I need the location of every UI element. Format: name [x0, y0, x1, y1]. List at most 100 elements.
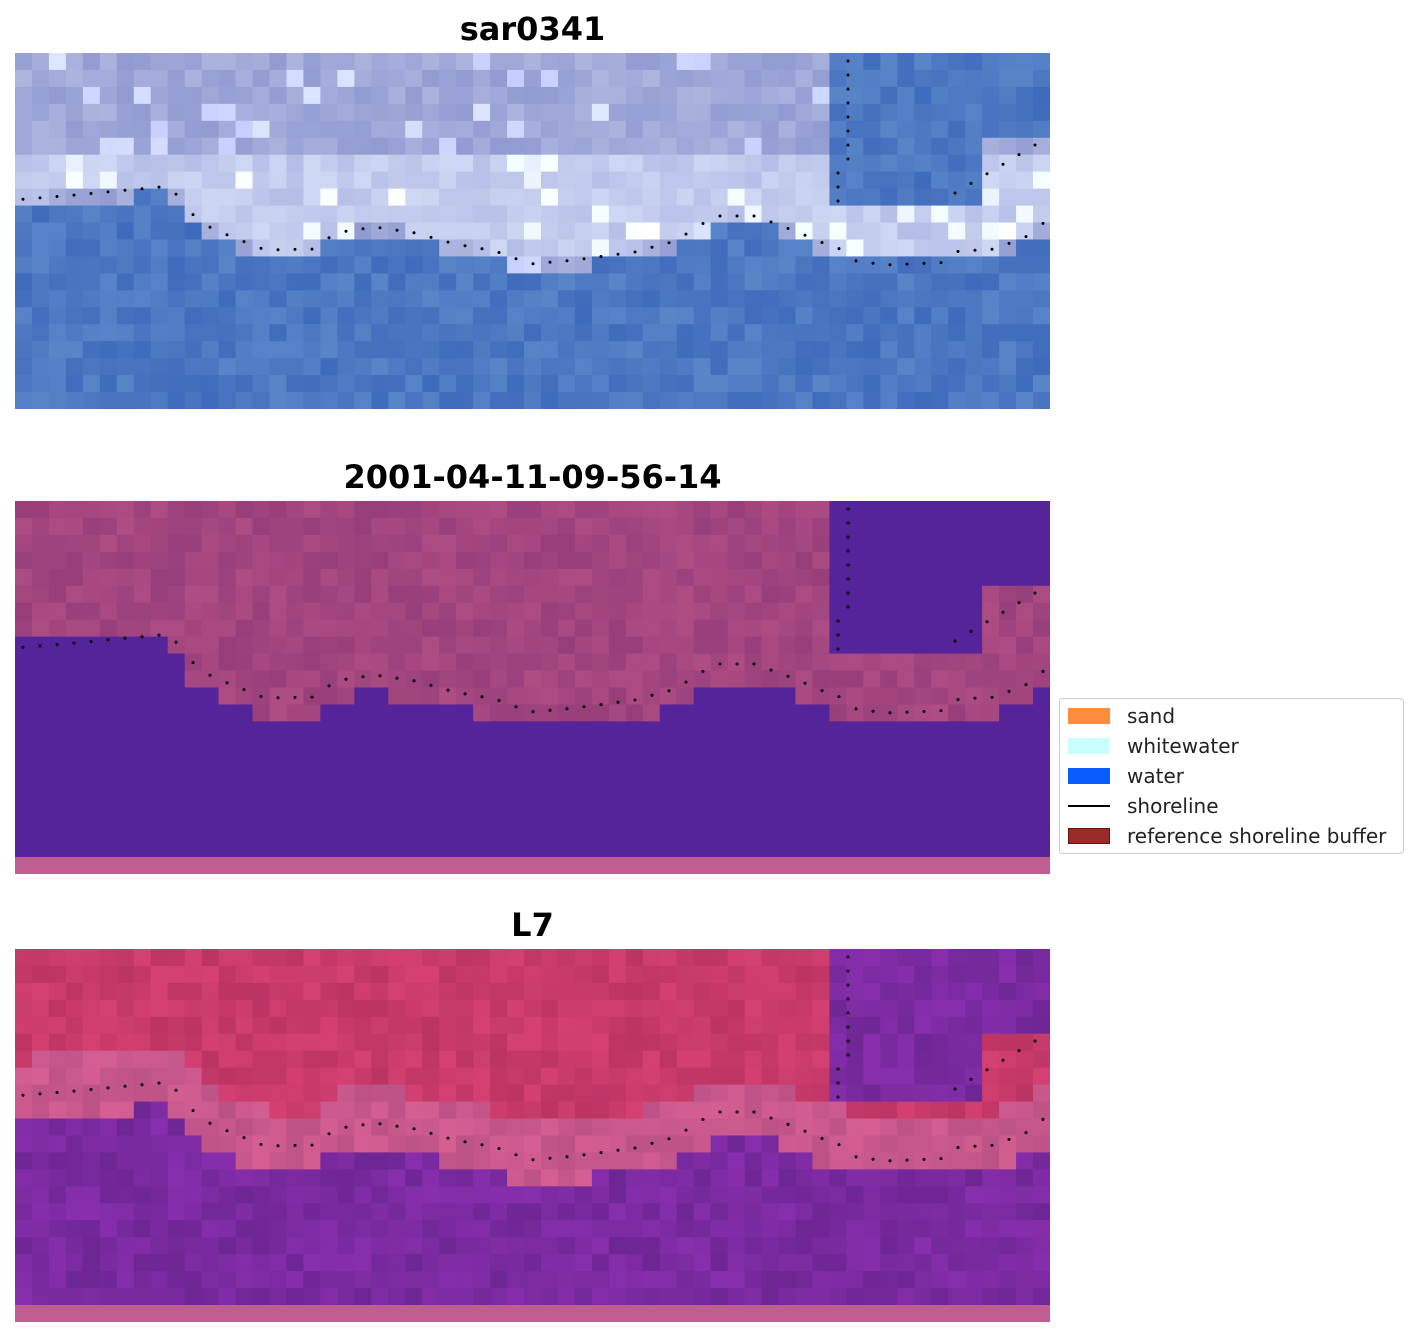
shoreline-dot	[846, 969, 850, 973]
pixel-cell	[133, 1288, 152, 1306]
pixel-cell	[405, 551, 423, 570]
pixel-cell	[540, 239, 559, 258]
pixel-cell	[778, 1169, 797, 1187]
pixel-cell	[591, 1152, 610, 1170]
legend-item-sand: sand	[1068, 704, 1175, 728]
pixel-cell	[693, 69, 712, 88]
pixel-cell	[422, 823, 440, 841]
pixel-cell	[608, 53, 627, 71]
pixel-cell	[422, 1050, 440, 1069]
pixel-cell	[693, 86, 712, 105]
pixel-cell	[320, 1237, 338, 1255]
pixel-cell	[303, 1101, 322, 1120]
pixel-cell	[965, 1101, 983, 1120]
pixel-cell	[931, 154, 949, 173]
pixel-cell	[999, 568, 1017, 587]
pixel-cell	[625, 670, 644, 689]
pixel-cell	[659, 1152, 678, 1170]
pixel-cell	[608, 1016, 627, 1035]
pixel-cell	[524, 687, 542, 706]
pixel-cell	[269, 1305, 288, 1322]
pixel-cell	[846, 738, 864, 756]
pixel-cell	[252, 1169, 271, 1187]
pixel-cell	[948, 1152, 966, 1170]
pixel-cell	[863, 704, 881, 722]
pixel-cell	[422, 1084, 440, 1103]
pixel-cell	[557, 585, 576, 604]
pixel-cell	[795, 687, 814, 706]
pixel-cell	[1016, 517, 1034, 536]
pixel-cell	[914, 1101, 932, 1120]
pixel-cell	[914, 171, 932, 190]
pixel-cell	[931, 1237, 949, 1255]
pixel-cell	[473, 205, 491, 224]
pixel-cell	[15, 501, 33, 519]
pixel-cell	[405, 1254, 423, 1272]
pixel-cell	[116, 653, 135, 672]
pixel-cell	[354, 1101, 372, 1120]
pixel-cell	[150, 120, 169, 139]
pixel-cell	[540, 501, 559, 519]
pixel-cell	[761, 86, 780, 105]
pixel-cell	[693, 103, 712, 122]
pixel-cell	[880, 636, 898, 655]
pixel-cell	[116, 137, 135, 156]
pixel-cell	[574, 205, 593, 224]
pixel-cell	[65, 840, 84, 858]
pixel-cell	[829, 120, 847, 139]
pixel-cell	[507, 1169, 525, 1187]
pixel-cell	[303, 154, 322, 173]
shoreline-dot	[837, 247, 841, 251]
pixel-cell	[150, 653, 169, 672]
pixel-cell	[914, 687, 932, 706]
pixel-cell	[574, 1220, 593, 1238]
pixel-cell	[897, 982, 915, 1001]
pixel-cell	[269, 154, 288, 173]
pixel-cell	[999, 307, 1017, 325]
pixel-cell	[982, 1271, 1000, 1289]
pixel-cell	[99, 1033, 118, 1052]
pixel-cell	[625, 755, 644, 773]
shoreline-dot	[846, 591, 850, 595]
pixel-cell	[439, 585, 457, 604]
pixel-cell	[235, 999, 254, 1018]
pixel-cell	[693, 1305, 712, 1322]
pixel-cell	[354, 69, 372, 88]
pixel-cell	[184, 290, 203, 308]
pixel-cell	[371, 517, 389, 536]
pixel-cell	[829, 324, 847, 342]
pixel-cell	[422, 341, 440, 359]
pixel-cell	[456, 1084, 474, 1103]
pixel-cell	[252, 1084, 271, 1103]
pixel-cell	[659, 290, 678, 308]
pixel-cell	[252, 585, 271, 604]
pixel-cell	[846, 823, 864, 841]
pixel-cell	[676, 501, 695, 519]
pixel-cell	[218, 307, 237, 325]
pixel-cell	[116, 721, 135, 739]
pixel-cell	[761, 687, 780, 706]
pixel-cell	[82, 687, 101, 706]
pixel-cell	[829, 619, 847, 638]
pixel-cell	[184, 1305, 203, 1322]
pixel-cell	[574, 222, 593, 241]
pixel-cell	[201, 1101, 220, 1120]
pixel-cell	[710, 602, 729, 621]
pixel-cell	[540, 53, 559, 71]
pixel-cell	[65, 53, 84, 71]
pixel-cell	[473, 324, 491, 342]
pixel-cell	[727, 1016, 746, 1035]
pixel-cell	[931, 1033, 949, 1052]
pixel-cell	[524, 1186, 542, 1204]
shoreline-dot	[803, 233, 807, 237]
pixel-cell	[574, 1237, 593, 1255]
pixel-cell	[829, 755, 847, 773]
pixel-cell	[48, 1237, 67, 1255]
pixel-cell	[133, 999, 152, 1018]
pixel-cell	[99, 256, 118, 274]
pixel-cell	[761, 653, 780, 672]
pixel-cell	[524, 120, 542, 139]
pixel-cell	[914, 1254, 932, 1272]
pixel-cell	[422, 69, 440, 88]
pixel-cell	[201, 965, 220, 984]
